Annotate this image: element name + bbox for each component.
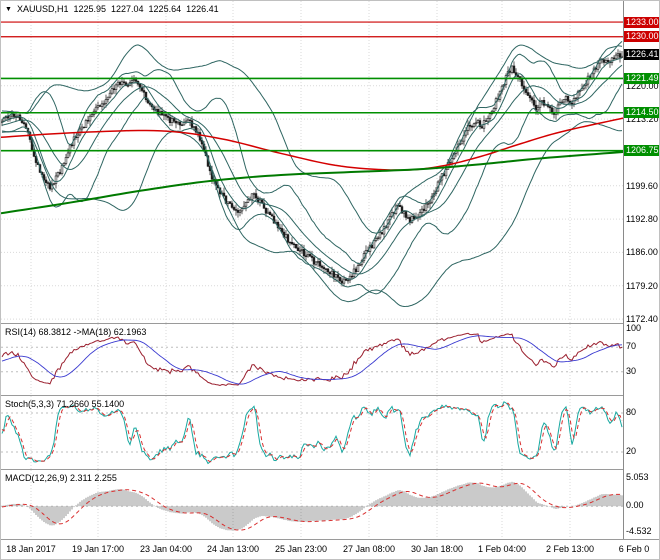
price-axis-label: 1172.40 [626,314,658,325]
current-price-label: 1226.41 [624,48,659,60]
time-axis-label: 27 Jan 08:00 [342,544,396,554]
price-low: 1225.64 [148,4,182,14]
time-axis-label: 6 Feb 0 [618,544,650,554]
price-line-label: 1206.75 [624,145,659,157]
stochastic-panel: Stoch(5,3,3) 71.2660 55.1400 [1,395,623,469]
macd-panel: MACD(12,26,9) 2.311 2.255 [1,469,623,539]
time-axis-label: 1 Feb 04:00 [477,544,527,554]
symbol-dropdown-icon[interactable]: ▼ [5,5,12,13]
macd-label: MACD(12,26,9) 2.311 2.255 [5,473,117,483]
price-axis-label: 1192.80 [626,214,658,225]
macd-canvas[interactable] [1,470,623,539]
price-chart-canvas[interactable] [1,1,623,323]
stochastic-canvas[interactable] [1,396,623,469]
time-axis-label: 23 Jan 04:00 [139,544,193,554]
price-close: 1226.41 [186,4,219,14]
price-high: 1227.04 [111,4,144,14]
rsi-axis-label: 70 [626,341,637,352]
macd-axis-label: 0.00 [626,500,644,511]
time-axis-label: 24 Jan 13:00 [206,544,260,554]
symbol-timeframe: XAUUSD,H1 [16,4,69,14]
time-axis-label: 18 Jan 2017 [6,544,56,554]
stoch-axis-label: 20 [626,446,637,456]
rsi-canvas[interactable] [1,324,623,395]
time-axis-label: 2 Feb 13:00 [545,544,595,554]
price-scale[interactable]: 1220.00 1213.20 1199.60 1192.80 1186.00 1179.… [623,1,659,539]
time-axis-label: 25 Jan 23:00 [274,544,328,554]
price-line-label: 1230.00 [624,31,659,43]
main-chart-panel: ▼ XAUUSD,H1 1225.95 1227.04 1225.64 1226… [1,1,623,323]
chart-header: ▼ XAUUSD,H1 1225.95 1227.04 1225.64 1226… [5,4,219,14]
price-line-label: 1233.00 [624,16,659,28]
stochastic-label: Stoch(5,3,3) 71.2660 55.1400 [5,399,125,409]
price-line-label: 1214.50 [624,107,659,119]
macd-axis-label: -4.532 [626,525,652,536]
macd-axis-label: 5.053 [626,471,649,482]
stoch-axis-label: 80 [626,407,637,417]
price-line-label: 1221.49 [624,72,659,84]
price-axis-label: 1213.20 [626,114,659,125]
price-axis-label: 1199.60 [626,180,658,191]
rsi-axis-label: 30 [626,365,637,376]
price-axis-label: 1220.00 [626,80,659,91]
rsi-label: RSI(14) 68.3812 ->MA(18) 62.1963 [5,327,147,337]
rsi-panel: RSI(14) 68.3812 ->MA(18) 62.1963 [1,323,623,395]
price-open: 1225.95 [73,4,106,14]
time-axis-label: 30 Jan 18:00 [410,544,464,554]
price-axis-label: 1179.20 [626,280,658,291]
time-scale[interactable]: 18 Jan 2017 19 Jan 17:00 23 Jan 04:00 24 Ja… [1,539,659,559]
rsi-axis-label: 100 [626,323,642,333]
time-axis-label: 19 Jan 17:00 [71,544,125,554]
price-axis-label: 1186.00 [626,247,658,258]
